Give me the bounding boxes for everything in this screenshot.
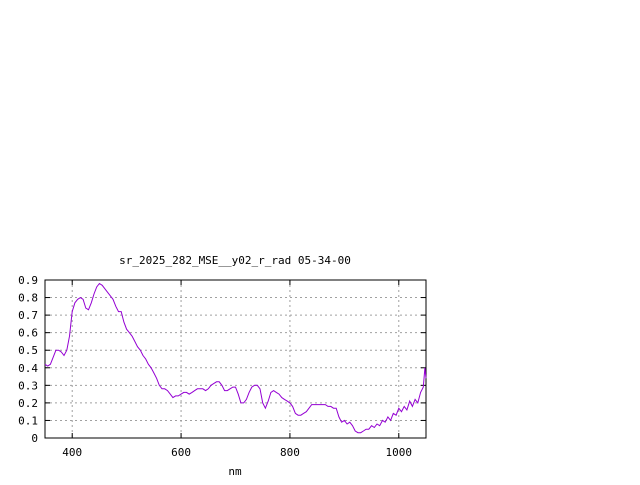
y-tick-label: 0.8: [18, 292, 38, 305]
y-tick-label: 0: [31, 432, 38, 445]
series-layer: [45, 284, 426, 433]
y-tick-label: 0.3: [18, 379, 38, 392]
series-line: [45, 284, 426, 433]
y-tick-label: 0.5: [18, 344, 38, 357]
grid-lines: [45, 280, 426, 438]
x-tick-label: 1000: [386, 446, 413, 459]
y-tick-label: 0.9: [18, 274, 38, 287]
y-tick-label: 0.7: [18, 309, 38, 322]
chart-title: sr_2025_282_MSE__y02_r_rad 05-34-00: [119, 254, 351, 267]
y-tick-label: 0.6: [18, 327, 38, 340]
y-tick-label: 0.1: [18, 414, 38, 427]
axes: [45, 280, 426, 438]
plot-border: [45, 280, 426, 438]
x-tick-label: 400: [62, 446, 82, 459]
y-tick-label: 0.4: [18, 362, 38, 375]
tick-labels: 400 600 800 1000 0 0.1 0.2 0.3 0.4 0.5 0.6 0.7 0.8 0.…: [18, 274, 412, 459]
x-tick-label: 600: [171, 446, 191, 459]
x-axis-label: nm: [228, 465, 242, 478]
x-tick-label: 800: [280, 446, 300, 459]
y-tick-label: 0.2: [18, 397, 38, 410]
